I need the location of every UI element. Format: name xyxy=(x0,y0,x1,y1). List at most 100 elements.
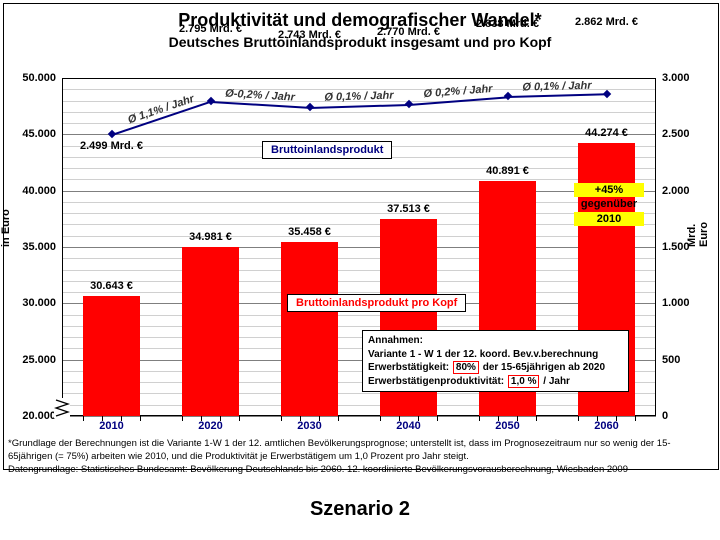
line-segment xyxy=(507,94,606,99)
line-value-label: 2.499 Mrd. € xyxy=(80,140,143,152)
x-minor-tick xyxy=(300,416,301,421)
line-value-label: 2.795 Mrd. € xyxy=(179,23,242,35)
y-right-axis-label: Mrd. Euro xyxy=(686,222,710,247)
minor-gridline xyxy=(62,224,656,225)
x-minor-tick xyxy=(399,416,400,421)
y-left-axis-label: in Euro xyxy=(0,209,12,247)
bar-value-label: 37.513 € xyxy=(387,203,430,215)
x-minor-tick xyxy=(182,416,183,421)
plot-area: 20.00025.00030.00035.00040.00045.00050.0… xyxy=(62,78,656,416)
y-left-tick: 35.000 xyxy=(22,241,62,253)
line-value-label: 2.838 Mrd. € xyxy=(476,18,539,30)
annotation-line: gegenüber xyxy=(574,197,644,211)
bar xyxy=(281,242,338,416)
y-left-tick: 50.000 xyxy=(22,72,62,84)
x-tick-label: 2050 xyxy=(495,416,519,432)
x-minor-tick xyxy=(319,416,320,421)
x-minor-tick xyxy=(140,416,141,421)
x-minor-tick xyxy=(578,416,579,421)
bar xyxy=(182,247,239,416)
minor-gridline xyxy=(62,213,656,214)
y-left-tick: 30.000 xyxy=(22,297,62,309)
x-tick-label: 2020 xyxy=(198,416,222,432)
annotation-line: +45% xyxy=(574,183,644,197)
x-minor-tick xyxy=(380,416,381,421)
line-marker xyxy=(305,103,313,111)
footnote-line: Datengrundlage: Statistisches Bundesamt:… xyxy=(8,464,712,477)
x-minor-tick xyxy=(517,416,518,421)
minor-gridline xyxy=(62,326,656,327)
y-right-tick: 2.500 xyxy=(656,128,690,140)
x-minor-tick xyxy=(635,416,636,421)
bar-value-label: 35.458 € xyxy=(288,226,331,238)
x-minor-tick xyxy=(83,416,84,421)
minor-gridline xyxy=(62,236,656,237)
y-right-tick: 3.000 xyxy=(656,72,690,84)
line-marker xyxy=(503,92,511,100)
x-minor-tick xyxy=(437,416,438,421)
x-minor-tick xyxy=(239,416,240,421)
x-minor-tick xyxy=(536,416,537,421)
assumptions-line: Erwerbstätigkeit: 80% der 15-65jährigen … xyxy=(368,361,623,375)
bar xyxy=(83,296,140,416)
growth-rate-label: Ø 0,1% / Jahr xyxy=(522,80,591,94)
bar-value-label: 34.981 € xyxy=(189,231,232,243)
minor-gridline xyxy=(62,292,656,293)
axis-break-icon xyxy=(54,398,70,418)
y-right-tick: 0 xyxy=(656,410,668,422)
bar-value-label: 44.274 € xyxy=(585,127,628,139)
y-right-tick: 1.500 xyxy=(656,241,690,253)
legend-bars: Bruttoinlandsprodukt pro Kopf xyxy=(287,294,466,312)
footnote: *Grundlage der Berechnungen ist die Vari… xyxy=(8,438,712,476)
annotation-box: +45%gegenüber2010 xyxy=(574,183,644,226)
assumptions-line: Erwerbstätigenproduktivität: 1,0 % / Jah… xyxy=(368,375,623,389)
x-minor-tick xyxy=(616,416,617,421)
minor-gridline xyxy=(62,123,656,124)
major-gridline xyxy=(62,134,656,135)
x-minor-tick xyxy=(597,416,598,421)
x-tick-label: 2030 xyxy=(297,416,321,432)
annotation-line: 2010 xyxy=(574,212,644,226)
x-tick-label: 2060 xyxy=(594,416,618,432)
major-gridline xyxy=(62,191,656,192)
minor-gridline xyxy=(62,405,656,406)
growth-rate-label: Ø 0,1% / Jahr xyxy=(324,90,393,104)
line-segment xyxy=(309,104,408,109)
minor-gridline xyxy=(62,281,656,282)
x-minor-tick xyxy=(498,416,499,421)
assumption-highlight: 1,0 % xyxy=(508,375,540,388)
minor-gridline xyxy=(62,258,656,259)
y-left-tick: 45.000 xyxy=(22,128,62,140)
x-minor-tick xyxy=(479,416,480,421)
y-right-tick: 500 xyxy=(656,354,680,366)
minor-gridline xyxy=(62,270,656,271)
major-gridline xyxy=(62,78,656,79)
minor-gridline xyxy=(62,168,656,169)
assumption-highlight: 80% xyxy=(453,361,479,374)
assumptions-line: Variante 1 - W 1 der 12. koord. Bev.v.be… xyxy=(368,348,623,362)
x-minor-tick xyxy=(338,416,339,421)
minor-gridline xyxy=(62,202,656,203)
x-tick-label: 2010 xyxy=(99,416,123,432)
major-gridline xyxy=(62,247,656,248)
line-value-label: 2.862 Mrd. € xyxy=(575,16,638,28)
x-minor-tick xyxy=(281,416,282,421)
x-minor-tick xyxy=(201,416,202,421)
y-left-tick: 40.000 xyxy=(22,185,62,197)
major-gridline xyxy=(62,416,656,417)
y-left-tick: 25.000 xyxy=(22,354,62,366)
bar-value-label: 30.643 € xyxy=(90,280,133,292)
line-marker xyxy=(206,97,214,105)
footnote-line: *Grundlage der Berechnungen ist die Vari… xyxy=(8,438,712,451)
x-minor-tick xyxy=(418,416,419,421)
x-minor-tick xyxy=(121,416,122,421)
line-value-label: 2.743 Mrd. € xyxy=(278,29,341,41)
bar-value-label: 40.891 € xyxy=(486,165,529,177)
minor-gridline xyxy=(62,393,656,394)
y-right-tick: 1.000 xyxy=(656,297,690,309)
line-value-label: 2.770 Mrd. € xyxy=(377,26,440,38)
assumptions-box: Annahmen:Variante 1 - W 1 der 12. koord.… xyxy=(362,330,629,392)
x-tick-label: 2040 xyxy=(396,416,420,432)
minor-gridline xyxy=(62,315,656,316)
x-minor-tick xyxy=(102,416,103,421)
